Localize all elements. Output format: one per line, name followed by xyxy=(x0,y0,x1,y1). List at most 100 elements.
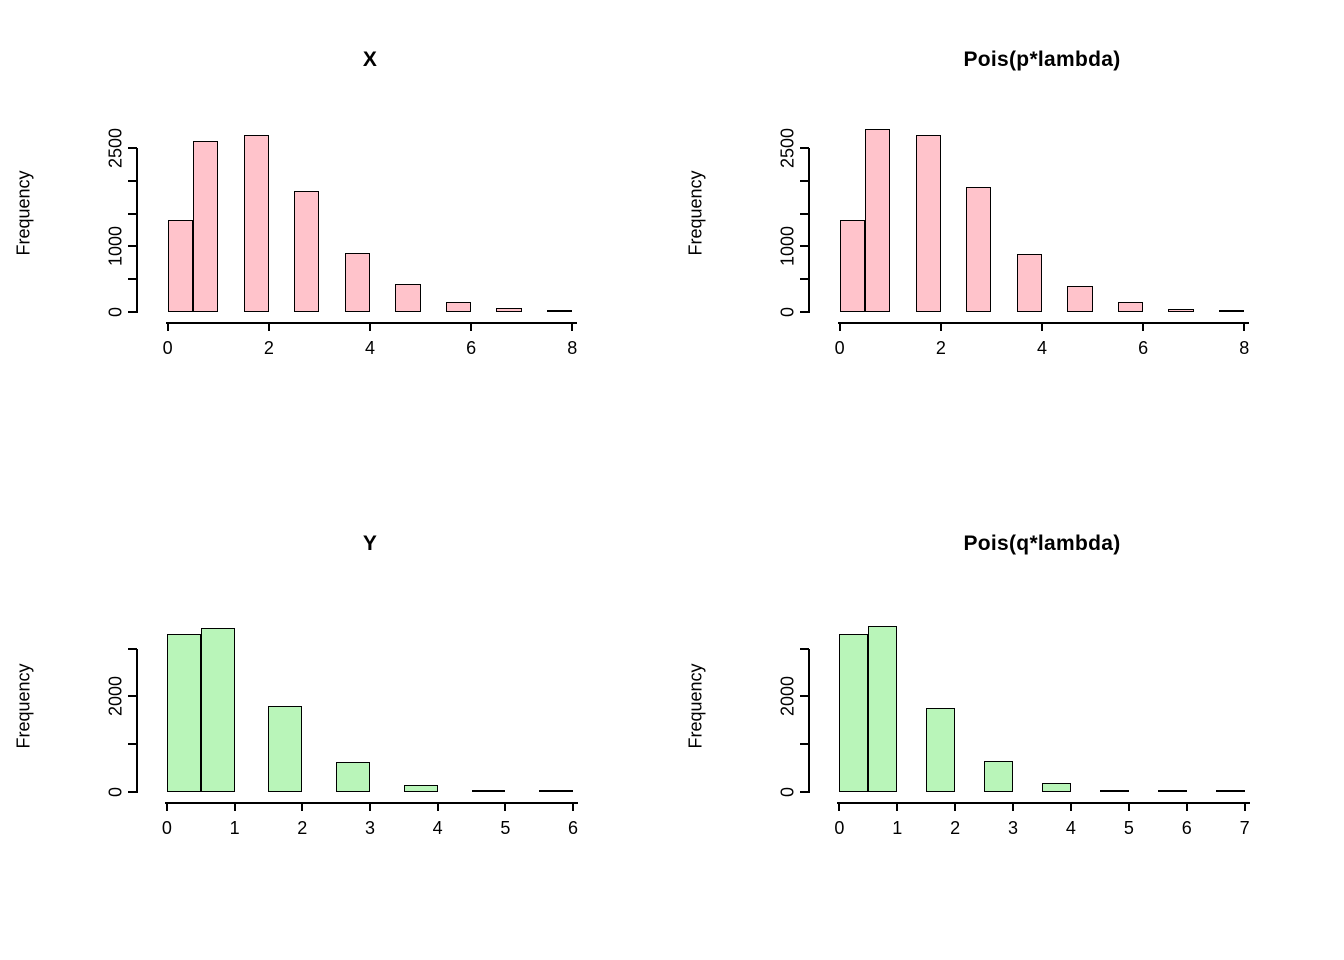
x-tick-label: 8 xyxy=(1239,338,1250,358)
histogram-bar xyxy=(1117,302,1144,312)
x-axis-tick xyxy=(838,802,841,811)
y-axis-tick xyxy=(800,695,809,698)
histogram-bar xyxy=(864,129,891,312)
x-tick-label: 3 xyxy=(1008,818,1019,838)
histogram-bar xyxy=(471,790,506,792)
y-tick-label: 2000 xyxy=(777,676,798,717)
x-tick-label: 4 xyxy=(1065,818,1076,838)
chart-title: Pois(p*lambda) xyxy=(963,48,1121,71)
x-tick-label: 0 xyxy=(834,818,845,838)
chart-title: X xyxy=(362,48,378,71)
x-tick-label: 6 xyxy=(466,338,477,358)
x-tick-label: 5 xyxy=(1123,818,1134,838)
histogram-bar xyxy=(395,284,421,312)
x-tick-label: 4 xyxy=(432,818,443,838)
y-axis-line xyxy=(136,147,138,313)
x-axis-tick xyxy=(233,802,236,811)
x-tick-label: 1 xyxy=(229,818,240,838)
x-tick-label: 4 xyxy=(1036,338,1048,358)
x-tick-label: 4 xyxy=(364,338,376,358)
x-tick-label: 1 xyxy=(892,818,903,838)
y-axis-tick xyxy=(128,791,137,793)
y-axis-tick xyxy=(800,212,809,215)
y-axis-label: Frequency xyxy=(13,663,34,749)
y-axis-tick xyxy=(128,278,137,281)
plot-area: 0 2 4 6 8 0 1000 2500 xyxy=(106,115,590,358)
histogram-bar xyxy=(200,628,235,792)
y-tick-label: 0 xyxy=(777,306,798,318)
x-axis-line xyxy=(164,802,579,804)
x-tick-label: 6 xyxy=(568,818,579,838)
y-axis-tick xyxy=(800,791,809,793)
x-axis-tick xyxy=(369,802,371,811)
x-axis-line xyxy=(837,802,1250,804)
histogram-bar xyxy=(539,790,574,792)
x-axis-tick xyxy=(504,802,507,811)
x-tick-label: 0 xyxy=(834,338,845,358)
histogram-bar xyxy=(1042,783,1071,792)
x-tick-label: 2 xyxy=(935,338,946,358)
y-axis-tick xyxy=(128,146,137,149)
x-axis-line xyxy=(165,322,578,324)
y-axis-tick xyxy=(800,146,809,149)
x-tick-label: 6 xyxy=(1181,818,1192,838)
y-axis-tick xyxy=(128,311,137,313)
chart-title: Y xyxy=(362,532,378,555)
y-tick-label: 0 xyxy=(105,306,126,318)
histogram-bar xyxy=(1067,285,1093,312)
x-axis-tick xyxy=(1041,322,1043,331)
y-tick-label: 2500 xyxy=(105,127,126,168)
x-tick-label: 2 xyxy=(297,818,308,838)
x-axis-tick xyxy=(267,322,270,331)
x-tick-label: 2 xyxy=(263,338,274,358)
histogram-bar xyxy=(336,762,370,792)
x-axis-line xyxy=(837,322,1250,324)
y-axis-tick xyxy=(800,743,809,746)
x-tick-label: 7 xyxy=(1239,818,1250,838)
y-axis-line xyxy=(808,648,810,793)
histogram-bar xyxy=(167,220,193,312)
histogram-bar xyxy=(926,708,956,792)
histogram-bar xyxy=(445,301,472,312)
y-axis-tick xyxy=(128,245,137,248)
histogram-bar xyxy=(984,760,1014,792)
histogram-bar xyxy=(966,187,992,312)
y-axis-tick xyxy=(800,278,809,281)
y-tick-label: 2500 xyxy=(777,127,798,168)
plot-area: 0 1 2 3 4 5 6 0 2000 xyxy=(106,620,590,838)
y-axis-label: Frequency xyxy=(685,663,706,749)
x-tick-label: 3 xyxy=(364,818,376,838)
y-tick-label: 0 xyxy=(105,786,126,798)
x-axis-tick xyxy=(1243,322,1246,331)
y-axis-tick xyxy=(800,311,809,313)
x-axis-tick xyxy=(1243,802,1246,811)
histogram-bar xyxy=(868,625,898,792)
y-axis-line xyxy=(808,147,810,313)
x-axis-tick xyxy=(571,322,574,331)
x-axis-tick xyxy=(1185,802,1188,811)
x-axis-tick xyxy=(954,802,957,811)
x-tick-label: 2 xyxy=(950,818,961,838)
histogram-bar xyxy=(243,134,269,312)
y-axis-label: Frequency xyxy=(685,170,706,256)
x-axis-tick xyxy=(572,802,575,811)
y-axis-tick xyxy=(128,179,137,182)
chart-title: Pois(q*lambda) xyxy=(963,532,1121,555)
histogram-bar xyxy=(839,634,869,792)
panel-hist-y: Y Frequency 0 1 2 3 4 5 6 0 2000 xyxy=(0,480,672,960)
y-axis-tick xyxy=(128,647,137,650)
y-axis-tick xyxy=(128,695,137,698)
y-axis-tick xyxy=(128,743,137,746)
x-axis-tick xyxy=(1142,322,1145,331)
histogram-bar xyxy=(1157,790,1187,792)
x-tick-label: 8 xyxy=(567,338,578,358)
panel-hist-pois-p-lambda: Pois(p*lambda) Frequency 0 2 4 6 8 0 1000 2500 xyxy=(672,0,1344,480)
x-axis-tick xyxy=(165,802,168,811)
histogram-bar xyxy=(839,220,865,312)
histogram-bar xyxy=(1215,790,1245,792)
x-axis-tick xyxy=(1012,802,1015,811)
panel-hist-x: X Frequency 0 2 4 6 8 0 1000 2500 xyxy=(0,0,672,480)
histogram-bar xyxy=(268,706,303,792)
y-axis-tick xyxy=(800,647,809,650)
histogram-bar xyxy=(1168,309,1194,312)
